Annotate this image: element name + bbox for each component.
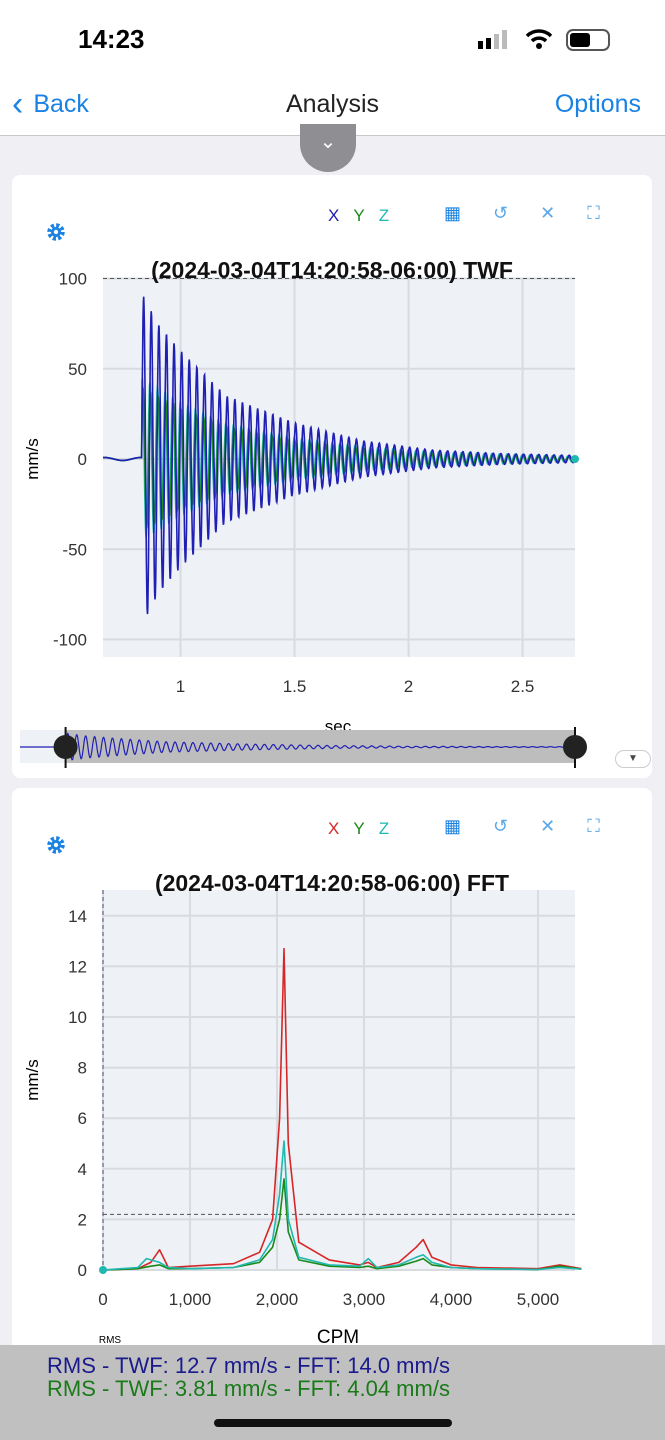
chevron-down-icon: ⌄ [319, 131, 337, 153]
chevron-down-icon[interactable]: ▼ [615, 750, 651, 768]
range-handle-right[interactable] [563, 727, 587, 768]
legend-y[interactable]: Y [353, 819, 365, 838]
nav-bar: Analysis ‹ Back Options [0, 80, 665, 136]
table-icon[interactable]: ▦ [444, 816, 462, 836]
twf-card: X Y Z ▦ ↺ ✕ ⛶ 1 1.5 2 2.5 100 50 0 -50 -100 sec mm… [12, 175, 652, 778]
home-indicator[interactable] [214, 1419, 452, 1427]
x-tick-label: 0 [98, 1290, 107, 1309]
rms-line-1: RMS - TWF: 12.7 mm/s - FFT: 14.0 mm/s [47, 1353, 450, 1378]
series-x-line [103, 296, 576, 615]
y-tick-label: 14 [68, 907, 87, 926]
legend-x[interactable]: X [328, 819, 340, 838]
fullscreen-icon[interactable]: ⛶ [587, 816, 600, 836]
legend-z[interactable]: Z [378, 206, 390, 225]
legend-y[interactable]: Y [353, 206, 365, 225]
y-tick-label: 50 [68, 360, 87, 379]
reset-icon[interactable]: ↺ [493, 816, 509, 836]
legend-z[interactable]: Z [378, 819, 390, 838]
close-icon[interactable]: ✕ [540, 816, 556, 836]
x-axis-label: CPM [317, 1327, 359, 1348]
wifi-icon [525, 29, 553, 49]
reset-icon[interactable]: ↺ [493, 203, 509, 223]
series-end-marker [571, 455, 579, 463]
y-tick-label: 0 [78, 1261, 87, 1280]
series-start-marker [99, 1266, 107, 1274]
x-tick-label: 1 [176, 677, 185, 696]
battery-icon [566, 29, 610, 51]
rms-line-2: RMS - TWF: 3.81 mm/s - FFT: 4.04 mm/s [47, 1376, 450, 1401]
y-tick-label: -100 [53, 631, 87, 650]
y-tick-label: -50 [62, 540, 87, 559]
y-axis-label: mm/s [23, 438, 42, 480]
range-handle-knob [53, 735, 78, 759]
status-bar: 14:23 [0, 0, 665, 80]
range-slider-preview [20, 732, 576, 761]
x-tick-label: 2,000 [256, 1290, 299, 1309]
chart-title: (2024-03-04T14:20:58-06:00) TWF [151, 257, 513, 283]
y-tick-label: 10 [68, 1008, 87, 1027]
back-button[interactable]: ‹ Back [12, 85, 89, 123]
y-axis-label: mm/s [23, 1059, 42, 1101]
x-tick-label: 1,000 [169, 1290, 212, 1309]
signal-icon [478, 30, 507, 49]
gear-icon[interactable] [46, 835, 66, 855]
range-handle-left[interactable] [53, 727, 78, 768]
y-tick-label: 2 [78, 1210, 87, 1229]
x-tick-label: 5,000 [517, 1290, 560, 1309]
legend: X Y Z [328, 206, 389, 226]
x-tick-label: 1.5 [283, 677, 307, 696]
fft-card: X Y Z ▦ ↺ ✕ ⛶ 0 1,000 2,000 3,000 4,000 5,000… [12, 788, 652, 1408]
x-tick-label: 2.5 [511, 677, 535, 696]
status-time: 14:23 [78, 24, 145, 54]
chart-title: (2024-03-04T14:20:58-06:00) FFT [154, 870, 510, 896]
fft-chart[interactable]: 0 1,000 2,000 3,000 4,000 5,00002468101214CPM… [0, 0, 665, 1360]
options-button[interactable]: Options [554, 90, 641, 118]
legend-x[interactable]: X [328, 206, 340, 225]
close-icon[interactable]: ✕ [540, 203, 556, 223]
x-tick-label: 4,000 [430, 1290, 473, 1309]
range-handle-knob [563, 735, 587, 759]
y-tick-label: 4 [78, 1160, 87, 1179]
y-tick-label: 100 [59, 270, 87, 289]
plot-area [103, 890, 575, 1270]
back-label: Back [33, 90, 89, 118]
y-tick-label: 8 [78, 1059, 87, 1078]
series-z-line [102, 1140, 582, 1271]
y-tick-label: 12 [68, 957, 87, 976]
legend: X Y Z [328, 819, 389, 839]
x-tick-label: 2 [404, 677, 413, 696]
y-tick-label: 6 [78, 1109, 87, 1128]
chevron-left-icon: ‹ [12, 85, 24, 123]
gear-icon[interactable] [46, 222, 66, 242]
rms-annotation: RMS [99, 1335, 122, 1346]
page-title: Analysis [285, 90, 380, 118]
y-tick-label: 0 [78, 450, 87, 469]
table-icon[interactable]: ▦ [444, 203, 462, 223]
fullscreen-icon[interactable]: ⛶ [587, 203, 600, 223]
collapse-toggle[interactable]: ⌄ [300, 124, 356, 172]
x-tick-label: 3,000 [343, 1290, 386, 1309]
